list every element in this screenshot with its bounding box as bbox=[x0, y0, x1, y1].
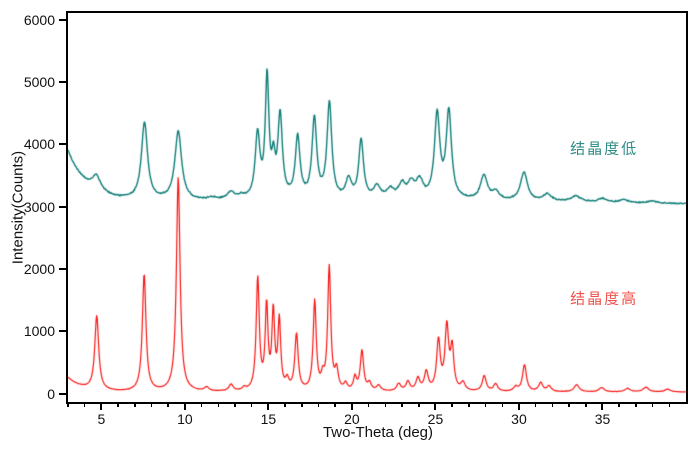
y-axis-major-tick bbox=[59, 392, 66, 395]
x-axis-minor-tick bbox=[401, 403, 403, 407]
x-axis-minor-tick bbox=[451, 403, 453, 407]
x-axis-major-tick bbox=[267, 403, 270, 410]
x-axis-minor-tick bbox=[585, 403, 587, 407]
x-axis-minor-tick bbox=[217, 403, 220, 407]
x-axis-minor-tick bbox=[534, 403, 537, 407]
x-tick-label: 5 bbox=[97, 411, 106, 427]
y-axis-major-tick bbox=[59, 205, 66, 208]
x-axis-minor-tick bbox=[234, 403, 236, 407]
x-axis-minor-tick bbox=[150, 403, 153, 407]
y-tick-label: 1000 bbox=[23, 323, 55, 340]
y-axis-major-tick bbox=[59, 18, 66, 21]
x-axis-minor-tick bbox=[484, 403, 487, 407]
x-axis-minor-tick bbox=[117, 403, 119, 407]
x-axis-minor-tick bbox=[668, 403, 671, 407]
x-axis-minor-tick bbox=[167, 403, 169, 407]
x-tick-label: 15 bbox=[260, 411, 277, 427]
x-axis-minor-tick bbox=[250, 403, 253, 407]
x-axis-major-tick bbox=[601, 403, 604, 410]
x-axis-minor-tick bbox=[317, 403, 320, 407]
y-axis-major-tick bbox=[59, 330, 66, 333]
x-axis-major-tick bbox=[434, 403, 437, 410]
x-axis-major-tick bbox=[350, 403, 353, 410]
x-axis-minor-tick bbox=[468, 403, 470, 407]
y-tick-label: 0 bbox=[47, 385, 55, 402]
x-axis-minor-tick bbox=[501, 403, 504, 407]
y-tick-label: 3000 bbox=[23, 198, 55, 215]
x-tick-label: 10 bbox=[177, 411, 193, 427]
y-axis-title: Intensity(Counts) bbox=[9, 150, 27, 265]
series-label-low-crystallinity: 结晶度低 bbox=[570, 139, 639, 158]
x-axis-minor-tick bbox=[200, 403, 203, 407]
x-axis-minor-tick bbox=[635, 403, 637, 407]
x-axis-major-tick bbox=[517, 403, 520, 410]
y-axis-major-tick bbox=[59, 143, 66, 146]
x-axis-minor-tick bbox=[367, 403, 370, 407]
x-axis-major-tick bbox=[183, 403, 186, 410]
series-label-high-crystallinity: 结晶度高 bbox=[570, 289, 639, 308]
x-axis-minor-tick bbox=[418, 403, 420, 407]
x-tick-label: 30 bbox=[511, 411, 527, 427]
x-axis-minor-tick bbox=[384, 403, 387, 407]
x-axis-major-tick bbox=[100, 403, 103, 410]
y-tick-label: 2000 bbox=[23, 260, 55, 277]
x-axis-minor-tick bbox=[334, 403, 336, 407]
y-axis-major-tick bbox=[59, 81, 66, 84]
x-axis-title: Two-Theta (deg) bbox=[322, 424, 434, 441]
x-axis-minor-tick bbox=[568, 403, 570, 407]
x-axis-minor-tick bbox=[134, 403, 136, 407]
y-axis-major-tick bbox=[59, 267, 66, 270]
x-axis-minor-tick bbox=[618, 403, 620, 407]
x-axis-minor-tick bbox=[284, 403, 286, 407]
x-tick-label: 20 bbox=[344, 411, 360, 427]
y-tick-label: 4000 bbox=[23, 136, 55, 153]
x-tick-label: 25 bbox=[427, 411, 444, 427]
x-axis-minor-tick bbox=[301, 403, 303, 407]
x-axis-minor-tick bbox=[551, 403, 554, 407]
y-tick-label: 6000 bbox=[23, 11, 55, 28]
x-axis-minor-tick bbox=[651, 403, 654, 407]
x-axis-minor-tick bbox=[83, 403, 86, 407]
x-tick-label: 35 bbox=[594, 411, 611, 427]
y-tick-label: 5000 bbox=[23, 74, 55, 91]
x-axis-minor-tick bbox=[67, 403, 69, 407]
